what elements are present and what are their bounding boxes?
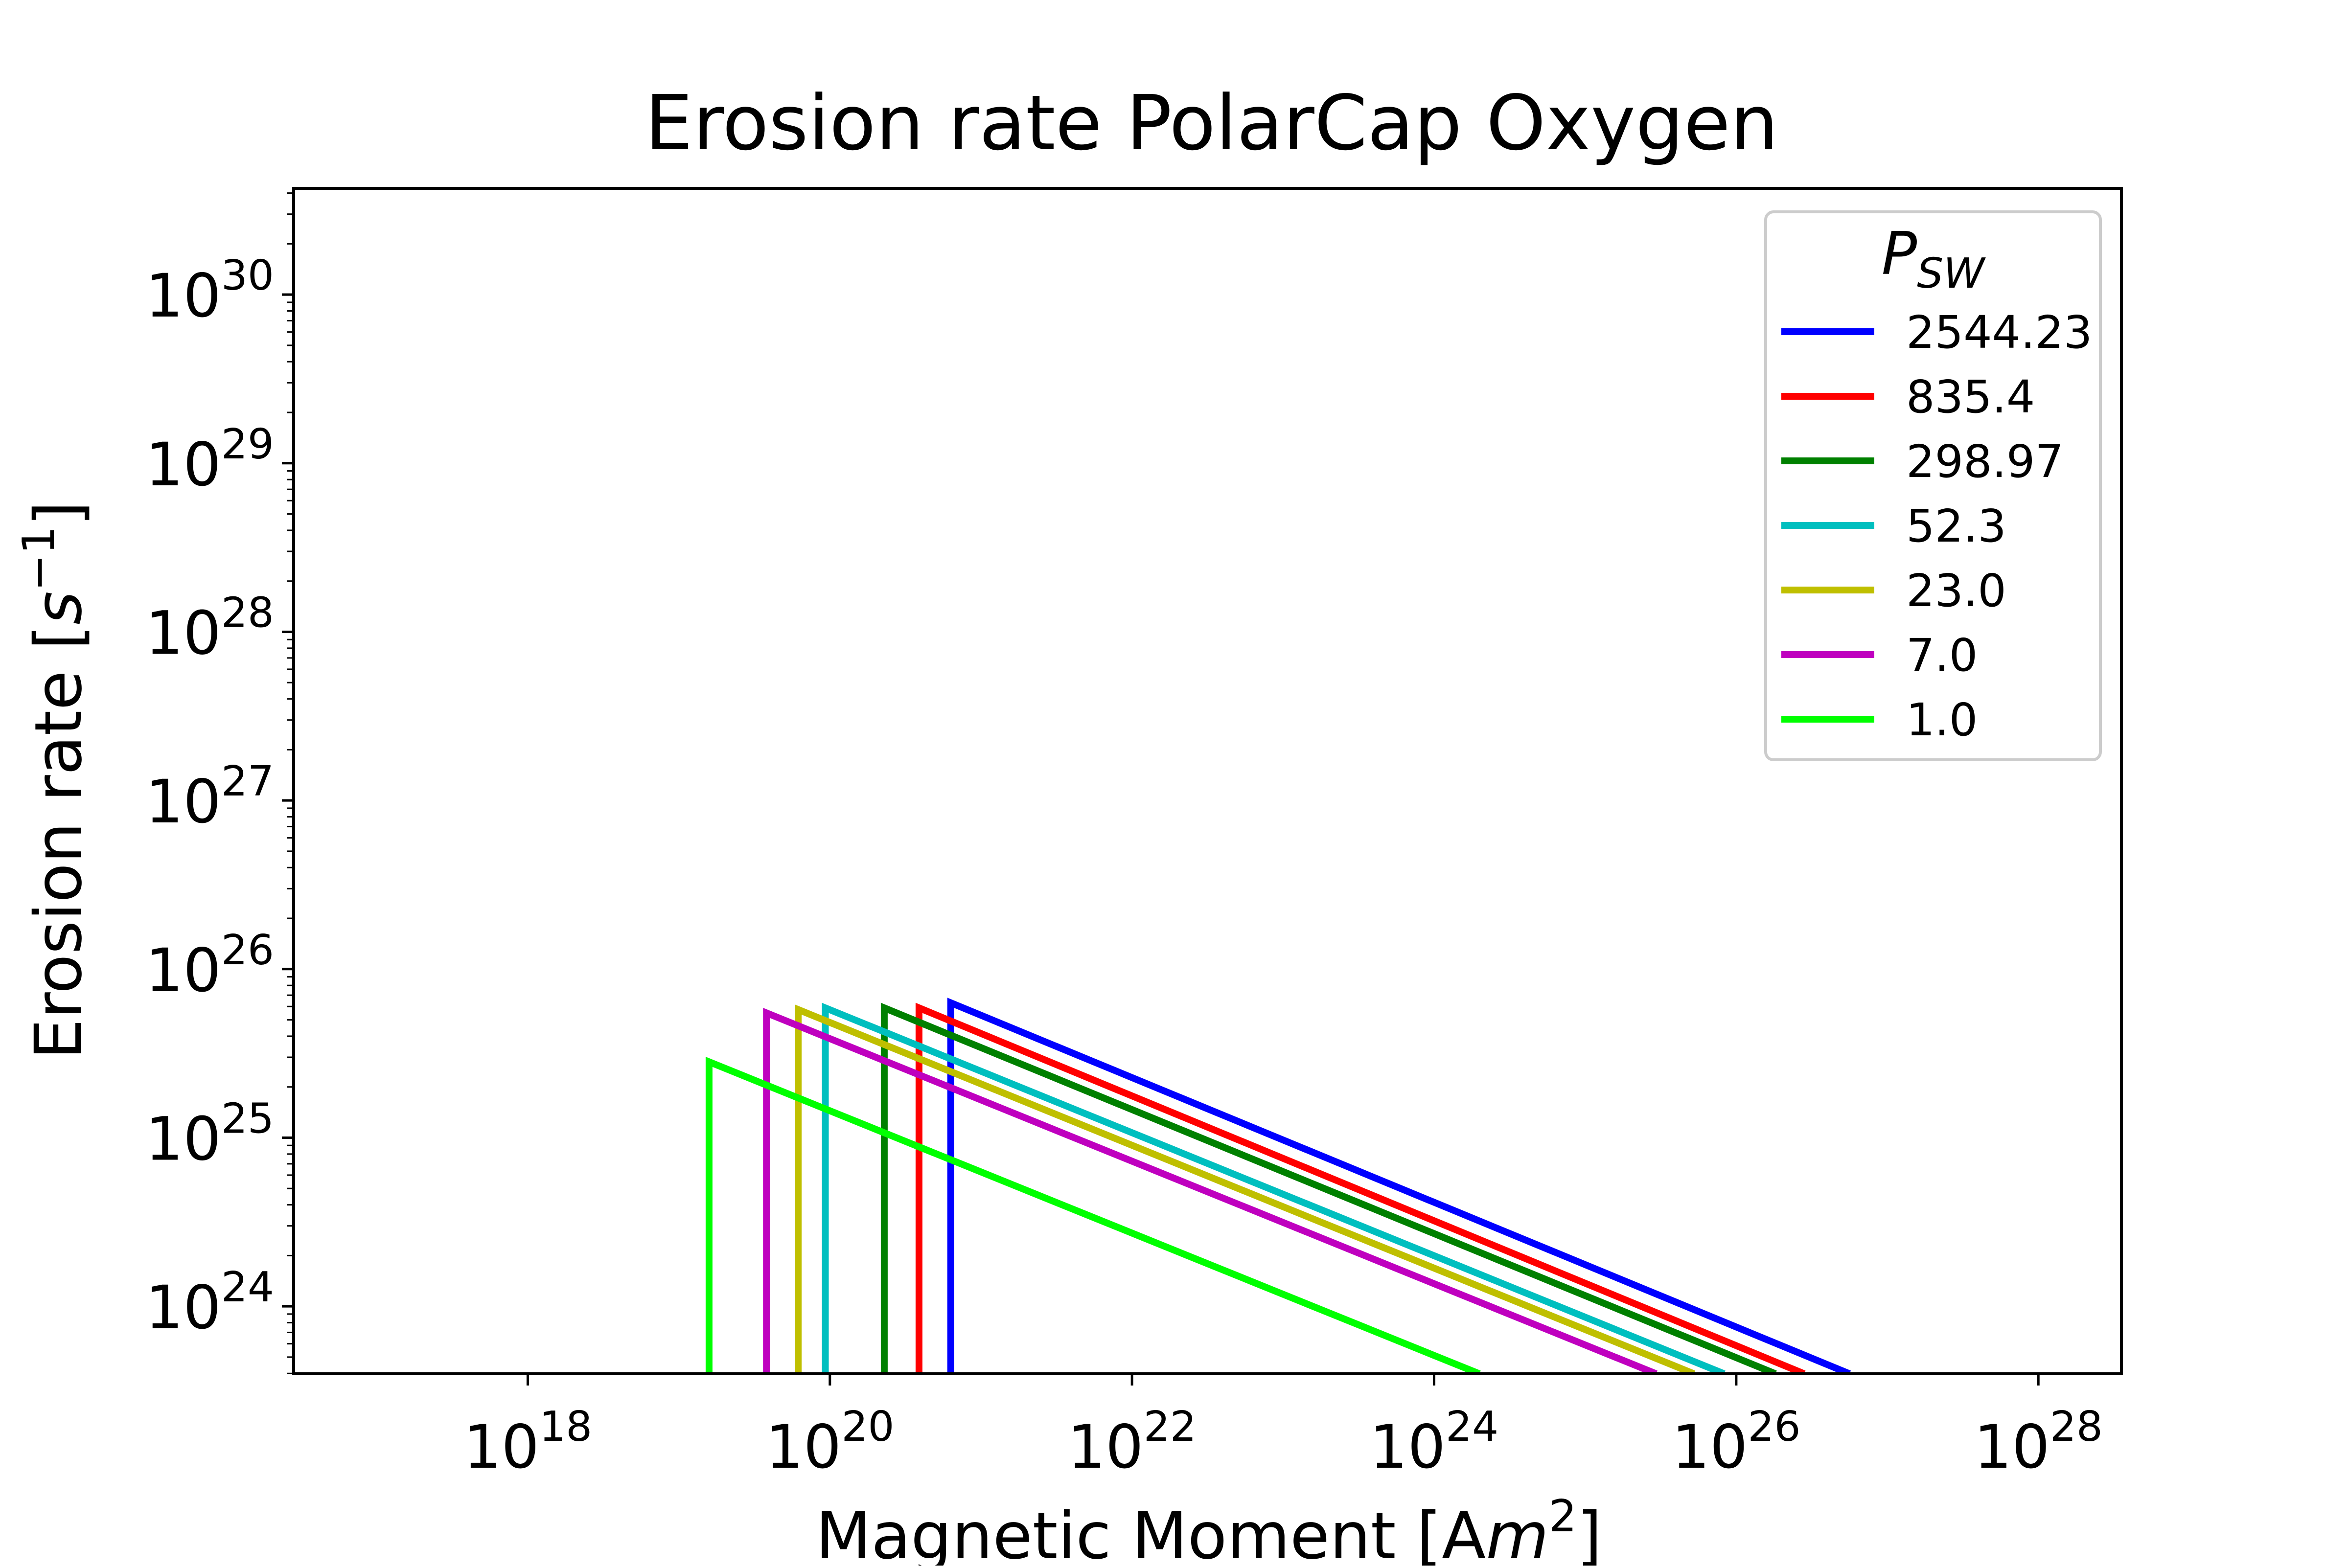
axis-labels: Magnetic Moment [Am2] Erosion rate [s−1] <box>13 501 1602 1568</box>
legend-title: PSW <box>1882 220 1986 298</box>
series-line-2 <box>880 1002 1777 1374</box>
x-tick-label-3: 1024 <box>1370 1403 1498 1482</box>
legend-label-4: 23.0 <box>1906 565 2006 617</box>
y-tick-label-4: 1028 <box>145 589 274 668</box>
legend-box <box>1764 210 2102 761</box>
legend-label-2: 298.97 <box>1906 435 2064 488</box>
x-tick-label-0: 1018 <box>463 1403 592 1482</box>
legend-label-0: 2544.23 <box>1906 306 2092 359</box>
series-line-6 <box>705 1057 1481 1374</box>
axes-frame <box>292 187 2123 1375</box>
series-line-1 <box>915 1002 1806 1374</box>
legend-label-6: 1.0 <box>1906 694 1978 746</box>
legend-label-3: 52.3 <box>1906 500 2006 552</box>
y-tick-label-6: 1030 <box>145 251 274 331</box>
axis-ticks: 1018 1020 1022 1024 1026 1028 1024 1025 1026 1027… <box>145 192 2103 1482</box>
x-tick-label-4: 1026 <box>1672 1403 1800 1482</box>
x-tick-label-1: 1020 <box>765 1403 894 1482</box>
legend-label-1: 835.4 <box>1906 371 2035 423</box>
y-tick-label-5: 1029 <box>145 420 274 500</box>
series-line-0 <box>947 998 1851 1374</box>
y-axis-label: Erosion rate [s−1] <box>13 501 96 1060</box>
series-line-3 <box>822 1002 1726 1374</box>
y-tick-label-0: 1024 <box>145 1263 274 1342</box>
series-line-4 <box>795 1004 1696 1374</box>
plot-area <box>292 187 2123 1375</box>
y-tick-label-1: 1025 <box>145 1094 274 1174</box>
y-tick-label-2: 1026 <box>145 926 274 1005</box>
x-tick-label-2: 1022 <box>1067 1403 1196 1482</box>
legend: PSW 2544.23 835.4 298.97 52.3 23.0 7.0 1.0 <box>1764 210 2102 761</box>
legend-label-5: 7.0 <box>1906 629 1978 682</box>
x-axis-label: Magnetic Moment [Am2] <box>815 1491 1602 1566</box>
y-tick-label-3: 1027 <box>145 757 274 837</box>
series-line-5 <box>763 1008 1658 1374</box>
chart-title: Erosion rate PolarCap Oxygen <box>645 79 1778 167</box>
x-tick-label-5: 1028 <box>1974 1403 2103 1482</box>
